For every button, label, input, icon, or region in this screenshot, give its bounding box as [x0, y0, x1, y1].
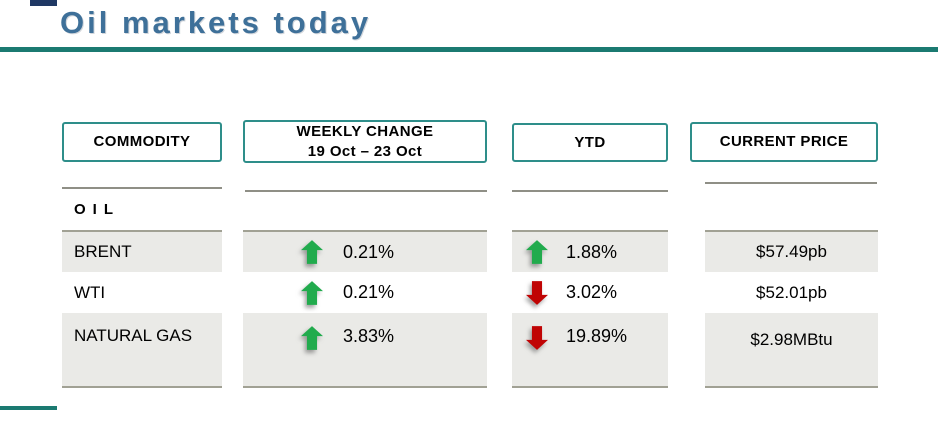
trend-down-icon — [526, 326, 548, 350]
trend-up-icon — [301, 326, 323, 350]
commodity-label: NATURAL GAS — [74, 326, 193, 345]
table-row-brent-commodity-cell: BRENT — [62, 230, 222, 272]
page-title: Oil markets today — [60, 5, 372, 40]
top-accent-bar — [30, 0, 57, 6]
column-header-weekly-change: WEEKLY CHANGE 19 Oct – 23 Oct — [243, 120, 487, 163]
section-separator-line — [705, 182, 877, 184]
trend-up-icon — [301, 240, 323, 264]
table-row-natural-gas-ytd-cell: 19.89% — [512, 313, 668, 388]
table-row-brent-price-cell: $57.49pb — [705, 230, 878, 272]
current-price-value: $57.49pb — [756, 242, 827, 261]
section-label-oil: OIL — [74, 201, 120, 218]
current-price-value: $52.01pb — [756, 282, 827, 302]
section-separator-line — [62, 187, 222, 189]
ytd-value: 3.02% — [566, 282, 618, 302]
weekly-change-value: 0.21% — [343, 241, 395, 262]
table-row-natural-gas-weekly-cell: 3.83% — [243, 313, 487, 388]
column-header-label: YTD — [574, 133, 606, 151]
table-row-wti-weekly-cell: 0.21% — [243, 272, 487, 313]
table-row-brent-ytd-cell: 1.88% — [512, 230, 668, 272]
title-divider-rule — [0, 47, 938, 52]
table-row-brent-weekly-cell: 0.21% — [243, 230, 487, 272]
trend-down-icon — [526, 280, 548, 305]
ytd-value: 19.89% — [566, 326, 628, 346]
bottom-accent-rule — [0, 406, 57, 410]
weekly-change-value: 0.21% — [343, 282, 395, 302]
column-header-label: WEEKLY CHANGE — [296, 123, 434, 140]
table-row-wti-price-cell: $52.01pb — [705, 272, 878, 313]
column-header-current-price: CURRENT PRICE — [690, 122, 878, 162]
column-header-label: CURRENT PRICE — [719, 133, 849, 151]
column-header-commodity: COMMODITY — [62, 122, 222, 162]
table-row-wti-commodity-cell: WTI — [62, 272, 222, 313]
column-header-sublabel: 19 Oct – 23 Oct — [307, 142, 423, 160]
table-row-natural-gas-commodity-cell: NATURAL GAS — [62, 313, 222, 388]
commodity-label: WTI — [74, 282, 106, 302]
table-row-wti-ytd-cell: 3.02% — [512, 272, 668, 313]
section-separator-line — [245, 190, 487, 192]
commodity-label: BRENT — [74, 242, 132, 261]
column-header-ytd: YTD — [512, 123, 668, 162]
trend-up-icon — [301, 280, 323, 305]
weekly-change-value: 3.83% — [343, 326, 395, 346]
ytd-value: 1.88% — [566, 241, 618, 262]
table-row-natural-gas-price-cell: $2.98MBtu — [705, 313, 878, 388]
trend-up-icon — [526, 240, 548, 264]
section-separator-line — [512, 190, 668, 192]
current-price-value: $2.98MBtu — [750, 330, 833, 349]
column-header-label: COMMODITY — [93, 133, 191, 151]
